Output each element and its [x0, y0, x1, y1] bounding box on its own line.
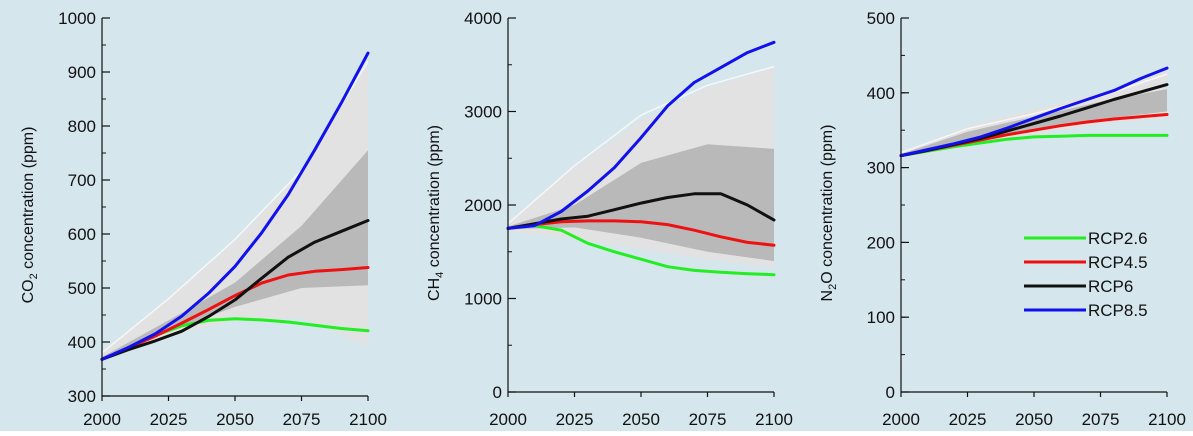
x-tick-label: 2000	[489, 410, 527, 429]
y-tick-label: 400	[867, 84, 895, 103]
y-tick-label: 1000	[464, 290, 502, 309]
y-axis-label-rest: concentration (ppm)	[20, 127, 37, 274]
y-tick-label: 0	[493, 383, 502, 402]
y-axis-label-main: N	[819, 290, 836, 302]
y-axis-label-rest: O concentration (ppm)	[819, 125, 836, 284]
y-tick-label: 1000	[58, 9, 96, 28]
y-axis-label-subscript: 2	[827, 284, 839, 290]
y-tick-label: 500	[867, 9, 895, 28]
y-tick-label: 300	[867, 159, 895, 178]
legend-label: RCP4.5	[1088, 253, 1148, 272]
legend: RCP2.6 RCP4.5 RCP6 RCP8.5	[1024, 229, 1148, 320]
chart-panel-2: 0 1000 2000 3000 4000 2000 2025 2050 2075 2100 CH4…	[426, 9, 793, 429]
x-tick-label: 2025	[556, 410, 594, 429]
x-tick-label: 2100	[1148, 410, 1186, 429]
y-tick-label: 300	[68, 387, 96, 406]
y-tick-label: 3000	[464, 103, 502, 122]
band-upper-edge-line	[507, 65, 775, 225]
series-line-rcp8-5	[506, 40, 776, 230]
x-tick-label: 2050	[1015, 410, 1053, 429]
band-upper-edge-line	[900, 73, 1168, 154]
series-line-rcp2-6	[506, 224, 776, 277]
legend-label: RCP2.6	[1088, 229, 1148, 248]
series-line-rcp4-5	[506, 219, 776, 247]
series-line-rcp6	[506, 192, 776, 230]
y-tick-label: 0	[886, 383, 895, 402]
x-tick-label: 2075	[689, 410, 727, 429]
y-axis-label-subscript: 4	[434, 272, 446, 278]
legend-label: RCP6	[1088, 277, 1133, 296]
y-tick-label: 400	[68, 333, 96, 352]
y-tick-label: 900	[68, 63, 96, 82]
y-tick-label: 500	[68, 279, 96, 298]
x-tick-label: 2050	[216, 410, 254, 429]
series-line-rcp8-5	[100, 51, 370, 361]
y-tick-label: 200	[867, 233, 895, 252]
x-tick-label: 2100	[755, 410, 793, 429]
y-axis-label-subscript: 2	[28, 273, 40, 279]
y-tick-label: 800	[68, 117, 96, 136]
y-tick-label: 2000	[464, 196, 502, 215]
y-axis-label: CO2 concentration (ppm)	[20, 127, 40, 304]
chart-panel-3: 0 100 200 300 400 500 2000 2025 2050 2075 2100 N2O …	[819, 9, 1186, 429]
y-axis-label-rest: concentration (ppm)	[426, 125, 443, 272]
uncertainty-band-inner	[102, 150, 368, 360]
x-tick-label: 2025	[949, 410, 987, 429]
series-line-rcp6	[100, 219, 370, 361]
x-tick-label: 2050	[622, 410, 660, 429]
y-axis-label-main: CO	[20, 279, 37, 303]
x-tick-label: 2075	[1082, 410, 1120, 429]
series-line-rcp8-5	[899, 66, 1169, 158]
y-tick-label: 700	[68, 171, 96, 190]
x-tick-label: 2000	[882, 410, 920, 429]
y-tick-label: 4000	[464, 9, 502, 28]
y-axis-label-main: CH	[426, 278, 443, 301]
x-tick-label: 2075	[283, 410, 321, 429]
y-tick-label: 100	[867, 308, 895, 327]
y-axis-label: N2O concentration (ppm)	[819, 125, 839, 302]
chart-panel-1: 300 400 500 600 700 800 900 1000 2000 2025 2050 207…	[20, 9, 387, 429]
x-tick-label: 2025	[150, 410, 188, 429]
x-tick-label: 2100	[349, 410, 387, 429]
legend-label: RCP8.5	[1088, 301, 1148, 320]
y-tick-label: 600	[68, 225, 96, 244]
y-axis-label: CH4 concentration (ppm)	[426, 125, 446, 301]
x-tick-label: 2000	[83, 410, 121, 429]
